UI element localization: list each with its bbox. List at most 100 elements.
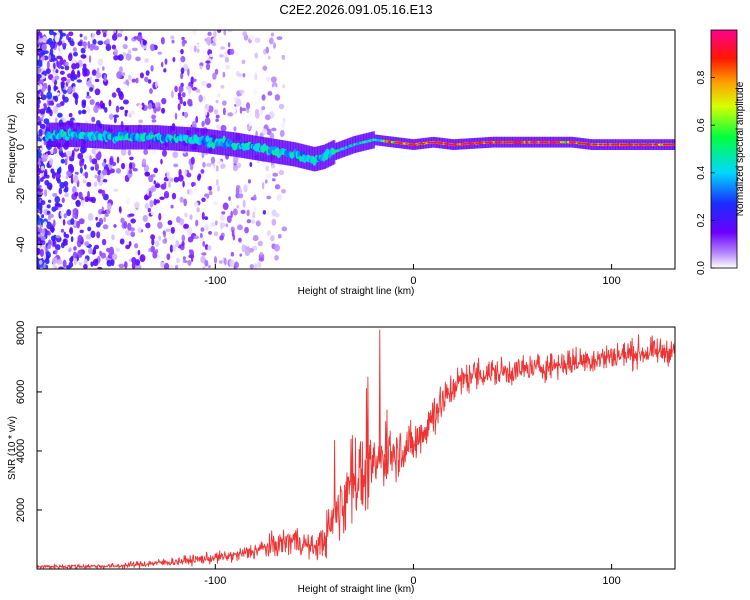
spectrogram-cell	[63, 181, 69, 188]
spectrogram-cell	[216, 92, 222, 98]
spectrogram-cell	[187, 227, 193, 236]
spectrogram-cell	[44, 169, 48, 177]
spectrogram-cell	[163, 68, 167, 73]
spectrogram-cell	[55, 69, 59, 74]
spectrogram-cell	[90, 196, 96, 204]
spectrogram-cell	[201, 211, 205, 220]
spectrogram-ridge-peak	[633, 143, 639, 146]
spectrogram-cell	[201, 197, 206, 202]
spectrogram-cell	[174, 112, 178, 120]
spectrogram-cell	[39, 145, 46, 152]
spectrogram-cell	[113, 224, 117, 228]
spectrogram-cell	[122, 43, 128, 50]
spectrogram-cell	[37, 184, 42, 189]
spectrogram-cell	[56, 168, 60, 175]
spectrogram-cell	[164, 237, 167, 243]
spectrogram-cell	[93, 105, 99, 114]
spectrogram-ridge-peak	[643, 143, 648, 146]
spectrogram-cell	[217, 185, 221, 192]
spectrogram-cell	[43, 264, 46, 269]
spectrogram-cell	[115, 168, 122, 174]
spectrogram-cell	[111, 253, 118, 261]
spectrogram-cell	[61, 83, 64, 92]
spectrogram-cell	[116, 71, 123, 79]
spectrogram-cell	[80, 54, 86, 58]
spectrogram-cell	[89, 99, 95, 105]
spectrogram-cell	[182, 256, 186, 261]
spectrogram-ridge-peak	[614, 143, 620, 146]
spectrogram-cell	[134, 249, 138, 257]
spectrogram-cell	[67, 53, 73, 62]
spectrogram-cell	[70, 218, 75, 225]
spectrogram-cell	[187, 68, 190, 77]
spectrogram-cell	[118, 263, 125, 269]
spectrogram-cell	[71, 63, 77, 70]
spectrogram-cell	[79, 146, 86, 154]
spectrogram-cell	[157, 221, 163, 229]
spectrogram-cell	[215, 114, 220, 119]
spectrogram-cell	[143, 164, 150, 173]
spectrogram-cell	[40, 104, 44, 110]
spectrogram-cell	[148, 248, 152, 253]
spectrogram-cell	[39, 108, 46, 115]
spectrogram-cell	[87, 212, 94, 221]
spectrogram-cell	[137, 226, 142, 233]
spectrogram-cell	[60, 242, 65, 249]
spectrogram-cell	[176, 257, 180, 264]
spectrogram-cell	[94, 163, 99, 171]
spectrogram-cell	[155, 101, 159, 108]
spectrogram-cell	[165, 228, 171, 232]
spectrogram-cell	[246, 209, 250, 217]
spectrogram-cell	[236, 204, 240, 209]
spectrogram-cell	[105, 43, 112, 52]
spectrogram-cell	[117, 90, 124, 98]
spectrogram-cell	[47, 150, 51, 156]
spectrogram-cell	[72, 175, 79, 183]
spectrogram-cell	[240, 107, 247, 112]
spectrogram-cell	[135, 56, 141, 62]
snr-y-tick-label: 4000	[15, 439, 27, 463]
spectrogram-ridge-peak	[524, 141, 529, 144]
spectrogram-y-tick-label: 0	[15, 144, 27, 150]
spectrogram-cell	[221, 222, 226, 228]
spectrogram-cell	[226, 215, 232, 224]
spectrogram-cell	[205, 60, 211, 64]
spectrogram-cell	[55, 235, 61, 239]
spectrogram-cell	[64, 61, 69, 67]
spectrogram-cell	[37, 102, 40, 110]
spectrogram-cell	[151, 114, 156, 120]
spectrogram-cell	[210, 222, 216, 227]
spectrogram-cell	[277, 234, 282, 239]
spectrogram-cell	[60, 158, 66, 164]
spectrogram-cell	[77, 234, 83, 243]
spectrogram-cell	[164, 58, 168, 65]
spectrogram-cell	[246, 108, 250, 114]
spectrogram-cell	[38, 128, 43, 137]
spectrogram-cell	[101, 161, 106, 167]
spectrogram-cell	[151, 119, 157, 123]
spectrogram-cell	[246, 126, 251, 131]
spectrogram-cell	[252, 234, 259, 242]
spectrogram-cell	[198, 94, 203, 103]
spectrogram-cell	[254, 52, 259, 59]
spectrogram-cell	[62, 119, 67, 123]
spectrogram-cell	[148, 175, 154, 183]
spectrogram-cell	[203, 95, 206, 102]
spectrogram-cell	[43, 221, 48, 227]
spectrogram-cell	[243, 184, 248, 193]
spectrogram-cell	[94, 78, 100, 83]
spectrogram-cell	[186, 172, 192, 178]
spectrogram-cell	[71, 149, 75, 158]
spectrogram-cell	[43, 203, 48, 210]
spectrogram-cell	[137, 249, 141, 256]
spectrogram-cell	[109, 157, 114, 166]
spectrogram-cell	[212, 37, 217, 43]
spectrogram-cell	[213, 231, 219, 237]
spectrogram-cell	[229, 48, 235, 55]
spectrogram-cell	[63, 239, 67, 243]
spectrogram-cell	[102, 178, 108, 183]
spectrogram-cell	[78, 191, 83, 200]
colorbar-tick-label: 0.8	[696, 70, 707, 84]
spectrogram-cell	[102, 32, 107, 38]
spectrogram-cell	[205, 63, 211, 71]
